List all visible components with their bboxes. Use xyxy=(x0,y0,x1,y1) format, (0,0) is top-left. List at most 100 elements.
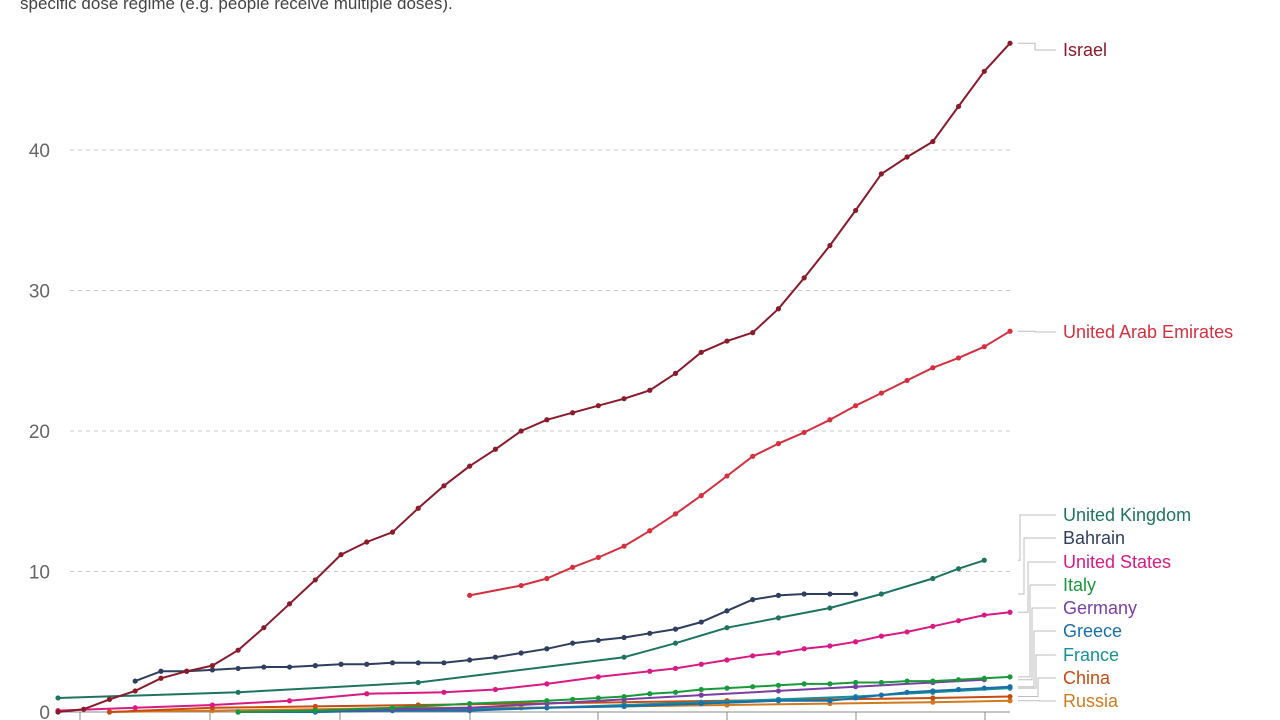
point-united-arab-emirates-9 xyxy=(724,473,730,479)
series-line-united-states xyxy=(57,611,1011,712)
point-italy-12 xyxy=(750,684,756,690)
point-united-states-17 xyxy=(853,639,859,645)
point-greece-13 xyxy=(955,686,962,693)
point-israel-23 xyxy=(647,387,653,393)
point-greece-10 xyxy=(878,692,884,698)
point-bahrain-27 xyxy=(827,591,833,597)
point-italy-14 xyxy=(801,681,807,687)
point-italy-8 xyxy=(647,691,653,697)
point-greece-4 xyxy=(544,705,550,711)
point-italy-13 xyxy=(775,682,782,688)
series-line-greece xyxy=(238,685,1011,713)
series-united-states xyxy=(55,609,1013,714)
point-united-kingdom-4 xyxy=(672,640,679,646)
point-israel-4 xyxy=(158,675,164,681)
point-italy-4 xyxy=(544,698,550,704)
point-italy-21 xyxy=(981,675,987,681)
y-tick-label-10: 10 xyxy=(29,563,50,584)
point-bahrain-3 xyxy=(209,667,215,673)
series-italy xyxy=(235,674,1013,715)
legend-label-greece: Greece xyxy=(1063,621,1122,641)
point-israel-9 xyxy=(286,601,293,607)
point-united-states-21 xyxy=(955,618,962,624)
point-united-arab-emirates-16 xyxy=(904,377,910,384)
y-tick-label-0: 0 xyxy=(39,703,50,720)
point-united-kingdom-11 xyxy=(981,557,987,563)
series-line-united-kingdom xyxy=(57,559,985,699)
point-israel-27 xyxy=(750,330,756,336)
point-italy-11 xyxy=(724,685,730,691)
series-layer xyxy=(55,40,1013,715)
point-united-states-8 xyxy=(595,674,601,680)
series-bahrain xyxy=(132,591,859,684)
point-united-states-20 xyxy=(930,623,936,629)
point-united-states-6 xyxy=(492,686,499,693)
point-israel-29 xyxy=(801,275,807,281)
point-israel-20 xyxy=(569,410,576,416)
point-israel-5 xyxy=(184,668,190,674)
legend-label-bahrain: Bahrain xyxy=(1063,528,1125,548)
point-united-kingdom-2 xyxy=(415,679,421,686)
point-russia-8 xyxy=(930,699,936,705)
point-bahrain-24 xyxy=(750,597,756,603)
point-united-kingdom-6 xyxy=(775,615,782,621)
series-united-kingdom xyxy=(55,557,987,701)
point-italy-19 xyxy=(930,678,936,684)
point-israel-8 xyxy=(261,625,267,631)
point-united-arab-emirates-10 xyxy=(750,453,756,459)
grid-layer xyxy=(70,149,1010,572)
point-united-arab-emirates-19 xyxy=(981,344,987,350)
point-israel-15 xyxy=(441,483,447,489)
point-bahrain-4 xyxy=(235,665,241,672)
point-united-kingdom-8 xyxy=(878,591,884,597)
point-israel-1 xyxy=(81,706,87,712)
point-united-states-18 xyxy=(878,633,884,639)
leader-line-united-arab-emirates xyxy=(1018,330,1056,333)
point-united-states-10 xyxy=(672,665,679,672)
point-israel-22 xyxy=(621,396,627,402)
point-italy-17 xyxy=(878,679,884,686)
point-italy-20 xyxy=(955,677,962,683)
point-china-9 xyxy=(1007,693,1013,700)
leader-line-germany xyxy=(1018,607,1056,681)
y-tick-label-30: 30 xyxy=(29,282,50,303)
point-bahrain-5 xyxy=(261,664,267,670)
point-bahrain-20 xyxy=(647,630,653,636)
point-greece-14 xyxy=(981,685,987,691)
point-italy-7 xyxy=(621,693,627,700)
leader-line-united-states xyxy=(1018,561,1056,613)
legend-label-united-kingdom: United Kingdom xyxy=(1063,505,1191,525)
point-bahrain-15 xyxy=(518,650,524,656)
point-united-arab-emirates-8 xyxy=(698,493,704,499)
point-bahrain-6 xyxy=(286,664,293,670)
point-greece-7 xyxy=(775,698,782,704)
point-italy-22 xyxy=(1007,674,1013,680)
point-china-2 xyxy=(312,703,318,709)
point-italy-0 xyxy=(235,709,241,715)
point-united-arab-emirates-14 xyxy=(853,403,859,409)
point-bahrain-14 xyxy=(492,654,499,660)
point-united-arab-emirates-6 xyxy=(647,528,653,534)
leader-line-china xyxy=(1018,677,1056,697)
point-bahrain-9 xyxy=(364,661,370,667)
point-bahrain-10 xyxy=(389,660,396,666)
point-germany-7 xyxy=(775,688,782,694)
point-greece-5 xyxy=(621,703,627,709)
legend-label-russia: Russia xyxy=(1063,691,1119,711)
point-greece-15 xyxy=(1007,684,1013,690)
point-israel-25 xyxy=(698,349,704,355)
point-bahrain-7 xyxy=(312,663,318,669)
point-israel-30 xyxy=(827,242,833,249)
point-italy-15 xyxy=(827,681,833,687)
point-united-arab-emirates-4 xyxy=(595,554,601,561)
point-israel-13 xyxy=(389,529,396,535)
point-bahrain-11 xyxy=(415,660,421,666)
series-line-united-arab-emirates xyxy=(469,330,1011,597)
point-united-states-3 xyxy=(286,698,293,704)
point-greece-11 xyxy=(904,689,910,695)
point-germany-6 xyxy=(698,692,704,698)
point-united-states-16 xyxy=(827,643,833,649)
point-israel-34 xyxy=(930,138,936,145)
point-united-arab-emirates-7 xyxy=(672,511,679,517)
